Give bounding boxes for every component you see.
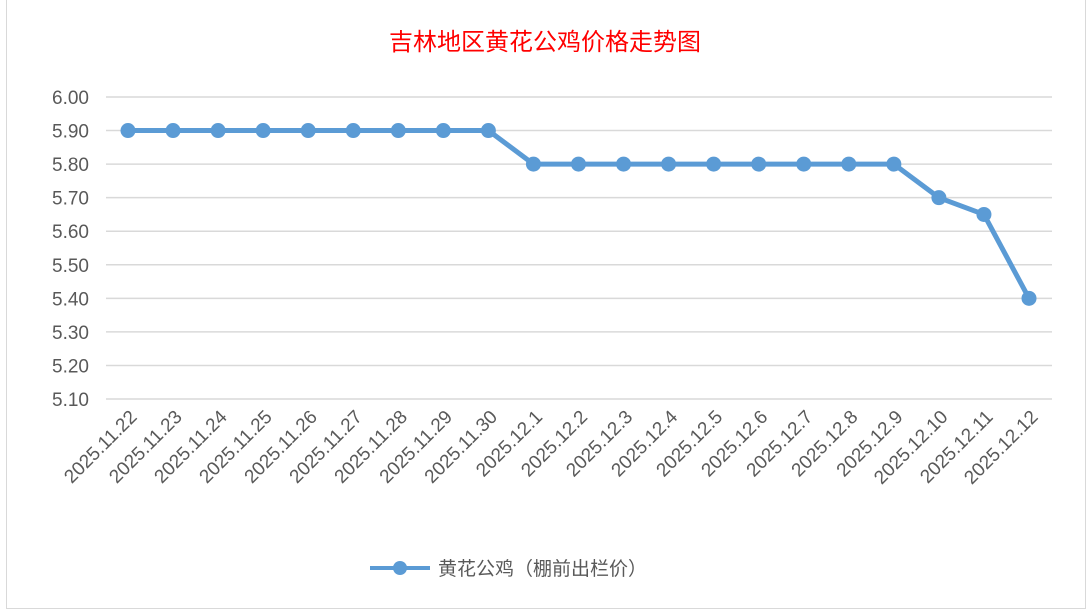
data-point [435,123,451,139]
data-point [751,156,767,172]
series-line [128,128,1032,300]
data-point [120,123,136,139]
data-point [796,156,812,172]
data-point [165,123,181,139]
y-tick-label: 5.50 [52,256,89,277]
y-tick-label: 5.10 [52,390,89,411]
legend: 黄花公鸡（棚前出栏价） [370,558,647,580]
data-point [345,123,361,139]
y-tick-label: 6.00 [52,88,89,109]
data-point [706,156,722,172]
y-tick-label: 5.90 [52,122,89,143]
y-tick-label: 5.30 [52,323,89,344]
data-point [571,156,586,172]
data-point [886,156,902,172]
y-tick-label: 5.40 [52,289,89,310]
data-point [210,123,226,139]
y-tick-label: 5.20 [52,356,89,377]
data-point [931,190,947,206]
data-point [1021,290,1037,306]
legend-marker [393,561,407,575]
chart-frame [6,0,1086,609]
data-point [300,123,316,139]
y-tick-label: 5.60 [52,222,89,243]
data-point [841,156,857,172]
data-point [480,123,496,139]
chart-title: 吉林地区黄花公鸡价格走势图 [389,28,701,56]
y-tick-label: 5.70 [52,189,89,210]
legend-label: 黄花公鸡（棚前出栏价） [438,558,647,580]
data-point [525,156,541,172]
y-tick-label: 5.80 [52,155,89,176]
data-point [661,156,677,172]
data-point [616,156,632,172]
data-point [390,123,406,139]
data-point [976,206,992,222]
data-point [255,123,271,139]
